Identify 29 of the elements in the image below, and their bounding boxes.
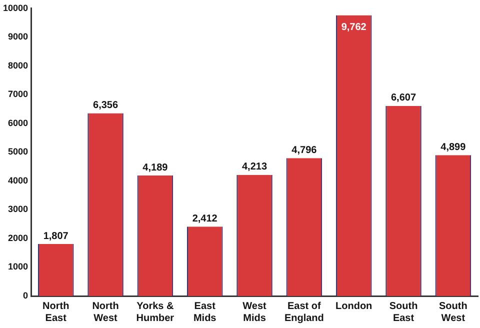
data-label: 9,762: [341, 22, 367, 33]
y-tick-label: 6000: [8, 118, 28, 128]
data-label: 4,796: [292, 144, 318, 156]
y-tick-label: 5000: [8, 146, 28, 157]
x-tick-label: London: [336, 300, 372, 312]
y-tick-label: 9000: [8, 32, 28, 42]
data-label: 4,899: [440, 142, 466, 153]
y-tick-label: 0: [23, 290, 28, 300]
data-label: 1,807: [43, 230, 69, 242]
x-tick-label: West Mids: [242, 300, 268, 324]
y-tick-label: 1000: [8, 262, 28, 272]
y-tick-label: 8000: [8, 60, 28, 70]
y-tick-label: 3000: [8, 204, 28, 214]
y-tick-label: 10000: [2, 2, 28, 13]
x-tick-label: South East: [389, 300, 418, 324]
y-tick-label: 4000: [8, 175, 28, 186]
x-tick-label: Yorks & Humber: [136, 300, 174, 324]
y-tick-label: 2000: [8, 232, 28, 243]
x-tick-label: South West: [439, 300, 468, 324]
data-label: 6,356: [93, 100, 118, 111]
data-label: 2,412: [192, 213, 218, 224]
x-tick-label: North West: [92, 300, 119, 324]
x-tick-label: East Mids: [193, 300, 217, 324]
data-label: 4,189: [142, 162, 168, 174]
data-label: 4,213: [242, 162, 268, 173]
y-tick-label: 7000: [8, 89, 28, 100]
data-label: 6,607: [390, 92, 416, 104]
x-tick-label: North East: [42, 300, 70, 324]
x-tick-label: East of England: [284, 300, 324, 324]
